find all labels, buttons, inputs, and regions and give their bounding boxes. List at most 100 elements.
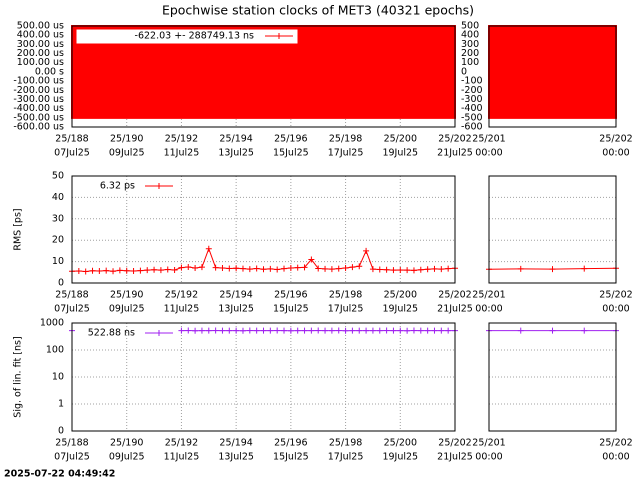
point xyxy=(253,265,260,272)
point xyxy=(287,327,294,334)
plot-border xyxy=(71,25,456,128)
chart-title: Epochwise station clocks of MET3 (40321 … xyxy=(162,3,474,18)
point xyxy=(383,327,390,334)
x-tick-label: 25/201 xyxy=(472,134,505,145)
x-tick-label: 21Jul25 xyxy=(437,452,473,463)
x-tick-label: 07Jul25 xyxy=(54,452,90,463)
point xyxy=(103,267,110,274)
point xyxy=(549,327,556,334)
x-tick-label: 11Jul25 xyxy=(164,148,200,159)
point xyxy=(404,267,411,274)
point xyxy=(438,327,445,334)
x-tick-label: 25/202 xyxy=(438,438,471,449)
point xyxy=(212,264,219,271)
point xyxy=(198,264,205,271)
point xyxy=(445,327,452,334)
y-tick-label: -500 xyxy=(461,112,483,123)
y-tick-label: 20 xyxy=(52,235,64,246)
point xyxy=(123,267,130,274)
x-tick-label: 11Jul25 xyxy=(164,304,200,315)
point xyxy=(294,327,301,334)
x-tick-label: 25/196 xyxy=(274,438,307,449)
point xyxy=(274,327,281,334)
y-tick-label: 400 xyxy=(461,30,479,41)
x-tick-label: 25/202 xyxy=(599,438,632,449)
y-tick-label: 0.00 s xyxy=(35,66,64,77)
point xyxy=(198,327,205,334)
x-tick-label: 13Jul25 xyxy=(218,452,254,463)
point xyxy=(376,327,383,334)
point xyxy=(219,265,226,272)
y-tick-label: 0 xyxy=(461,66,467,77)
legend-marker xyxy=(156,183,162,189)
point xyxy=(260,266,267,273)
y-tick-label: 1 xyxy=(58,399,64,410)
x-tick-label: 25/188 xyxy=(55,438,88,449)
x-tick-label: 13Jul25 xyxy=(218,148,254,159)
point xyxy=(322,265,329,272)
point xyxy=(369,266,376,273)
point xyxy=(424,327,431,334)
x-tick-label: 25/202 xyxy=(599,290,632,301)
point xyxy=(157,267,164,274)
point xyxy=(233,327,240,334)
y-tick-label: 50 xyxy=(52,171,64,182)
point xyxy=(390,267,397,274)
x-tick-label: 25/202 xyxy=(599,134,632,145)
y-tick-label: 100.00 us xyxy=(17,57,64,68)
plot-border xyxy=(488,322,617,432)
x-tick-label: 25/192 xyxy=(165,290,198,301)
y-tick-label: 200 xyxy=(461,48,479,59)
point xyxy=(274,266,281,273)
plot-border xyxy=(488,175,617,284)
x-tick-label: 25/188 xyxy=(55,290,88,301)
y-tick-label: -600 xyxy=(461,122,483,133)
point xyxy=(233,265,240,272)
point xyxy=(260,327,267,334)
x-tick-label: 19Jul25 xyxy=(382,304,418,315)
x-tick-label: 21Jul25 xyxy=(437,148,473,159)
y-tick-label: -100.00 us xyxy=(13,76,64,87)
point xyxy=(185,263,192,270)
legend-marker xyxy=(156,330,162,336)
y-tick-label: 10 xyxy=(52,256,64,267)
point xyxy=(328,266,335,273)
point xyxy=(328,327,335,334)
point xyxy=(267,327,274,334)
point xyxy=(144,267,151,274)
point xyxy=(239,265,246,272)
y-tick-label: -300 xyxy=(461,94,483,105)
point xyxy=(205,245,212,252)
point xyxy=(363,327,370,334)
point xyxy=(315,327,322,334)
point xyxy=(438,266,445,273)
point xyxy=(335,327,342,334)
point xyxy=(383,266,390,273)
point xyxy=(410,267,417,274)
x-tick-label: 25/196 xyxy=(274,290,307,301)
y-tick-label: -100 xyxy=(461,76,483,87)
point xyxy=(397,266,404,273)
y-tick-label: -200.00 us xyxy=(13,85,64,96)
point xyxy=(424,266,431,273)
x-tick-label: 15Jul25 xyxy=(273,148,309,159)
point xyxy=(281,265,288,272)
point xyxy=(110,268,117,275)
legend-label: 6.32 ps xyxy=(100,181,135,192)
x-tick-label: 25/198 xyxy=(329,438,362,449)
point xyxy=(287,265,294,272)
point xyxy=(246,266,253,273)
x-tick-label: 25/198 xyxy=(329,290,362,301)
point xyxy=(75,268,82,275)
point xyxy=(246,327,253,334)
legend-marker xyxy=(276,33,282,39)
y-axis-label: Sig. of lin. fit [ns] xyxy=(13,336,24,417)
x-tick-label: 25/201 xyxy=(472,290,505,301)
plot-border xyxy=(71,175,456,284)
x-tick-label: 19Jul25 xyxy=(382,452,418,463)
y-axis-label: RMS [ps] xyxy=(13,208,24,250)
x-tick-label: 25/190 xyxy=(110,134,143,145)
point xyxy=(96,268,103,275)
x-tick-label: 09Jul25 xyxy=(109,452,145,463)
